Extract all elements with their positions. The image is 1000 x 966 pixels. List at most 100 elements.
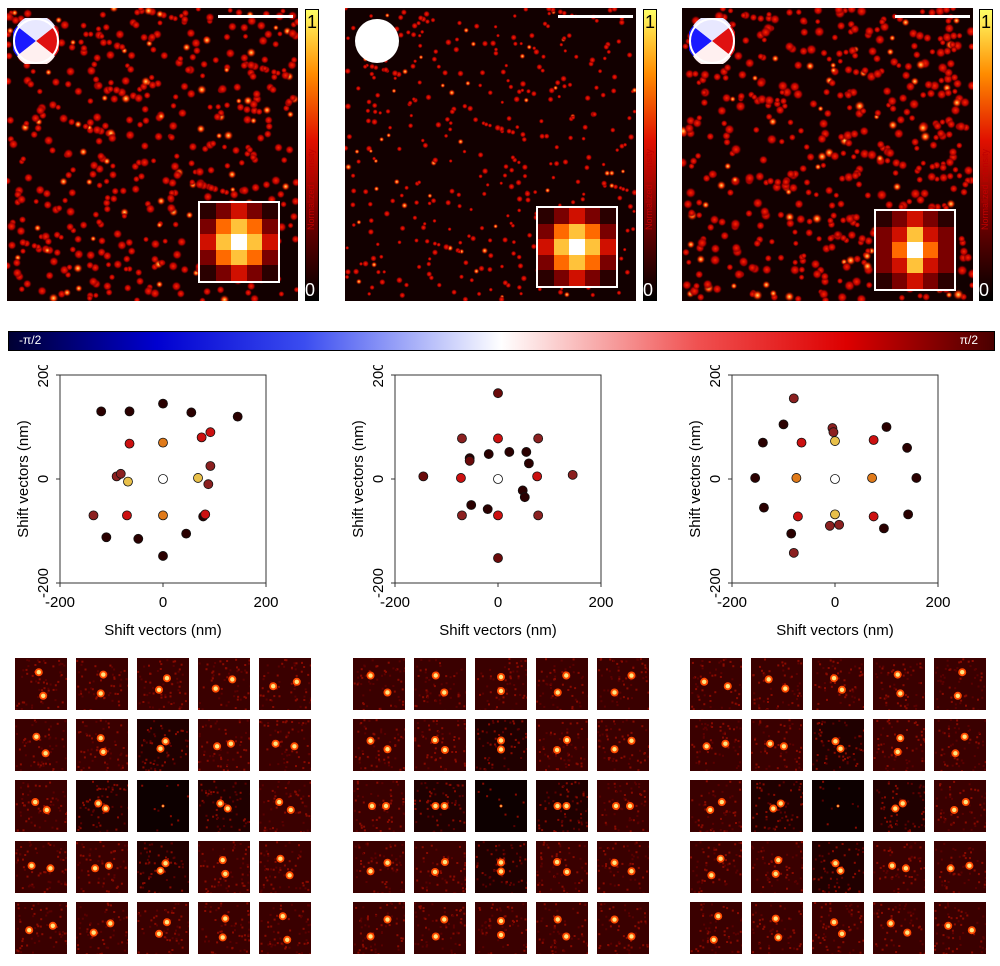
noise-speck	[239, 755, 242, 758]
noise-speck	[360, 674, 363, 677]
emitter-spot	[142, 236, 150, 243]
noise-speck	[373, 890, 376, 893]
noise-speck	[114, 744, 117, 746]
noise-speck	[572, 856, 575, 859]
noise-speck	[20, 945, 23, 947]
noise-speck	[246, 874, 249, 877]
data-point	[523, 458, 534, 469]
emitter-spot	[18, 285, 26, 293]
noise-speck	[463, 924, 466, 927]
emitter-spot	[916, 176, 924, 184]
noise-speck	[56, 722, 59, 725]
emitter-spot	[264, 115, 273, 125]
psf-tile	[198, 902, 251, 956]
noise-speck	[375, 827, 378, 829]
noise-speck	[270, 945, 273, 948]
noise-speck	[110, 684, 113, 687]
noise-speck	[279, 730, 282, 733]
noise-speck	[552, 930, 555, 933]
noise-speck	[613, 813, 616, 816]
emitter-spot	[414, 238, 419, 243]
noise-speck	[47, 689, 50, 692]
psf-lobe-core	[96, 801, 101, 806]
noise-speck	[418, 745, 421, 748]
noise-speck	[386, 820, 389, 823]
noise-speck	[160, 724, 163, 727]
noise-speck	[89, 859, 92, 861]
emitter-spot	[466, 233, 472, 239]
psf-tile	[353, 719, 407, 773]
noise-speck	[553, 669, 556, 672]
emitter-spot	[694, 152, 702, 160]
noise-speck	[434, 793, 437, 796]
noise-speck	[198, 662, 201, 665]
noise-speck	[168, 729, 171, 732]
noise-speck	[585, 942, 588, 945]
noise-speck	[560, 757, 562, 760]
noise-speck	[387, 756, 390, 759]
noise-speck	[380, 932, 383, 934]
noise-speck	[631, 697, 633, 700]
psf-lobe-core	[766, 677, 771, 682]
noise-speck	[777, 664, 780, 667]
noise-speck	[35, 680, 38, 683]
noise-speck	[299, 887, 302, 890]
emitter-spot	[745, 209, 753, 218]
noise-speck	[140, 678, 143, 681]
emitter-spot	[199, 297, 206, 301]
noise-speck	[201, 799, 204, 802]
noise-speck	[402, 919, 405, 922]
emitter-spot	[818, 118, 829, 129]
noise-speck	[718, 661, 721, 664]
noise-speck	[545, 732, 548, 735]
noise-speck	[304, 722, 307, 725]
noise-speck	[561, 933, 564, 936]
emitter-spot	[456, 192, 462, 198]
emitter-spot	[58, 113, 69, 124]
emitter-spot	[478, 174, 483, 179]
noise-speck	[421, 945, 424, 948]
emitter-spot	[827, 242, 837, 252]
noise-speck	[606, 847, 609, 850]
emitter-spot	[170, 161, 180, 172]
noise-speck	[607, 689, 610, 692]
emitter-spot	[487, 252, 494, 259]
emitter-spot	[453, 46, 460, 53]
noise-speck	[457, 693, 460, 696]
noise-speck	[40, 918, 43, 921]
inset-pixel	[231, 203, 248, 220]
noise-speck	[402, 709, 405, 711]
noise-speck	[31, 724, 34, 727]
noise-speck	[28, 659, 31, 662]
noise-speck	[55, 941, 58, 944]
noise-speck	[538, 751, 541, 753]
emitter-spot	[547, 96, 554, 103]
noise-speck	[424, 680, 427, 683]
noise-speck	[356, 670, 359, 673]
noise-speck	[457, 784, 460, 787]
emitter-spot	[566, 32, 573, 39]
noise-speck	[519, 844, 522, 847]
noise-speck	[436, 782, 439, 784]
emitter-spot	[532, 46, 537, 51]
psf-lobe-core	[612, 690, 617, 695]
emitter-spot	[956, 121, 967, 132]
noise-speck	[399, 864, 402, 866]
emitter-spot	[440, 83, 446, 88]
noise-speck	[480, 928, 483, 931]
emitter-spot	[898, 93, 908, 103]
noise-speck	[509, 721, 512, 724]
psf-tile	[76, 658, 130, 712]
emitter-spot	[272, 40, 280, 48]
noise-speck	[122, 747, 125, 749]
emitter-spot	[345, 8, 349, 12]
noise-speck	[501, 875, 504, 878]
noise-speck	[507, 668, 510, 671]
noise-speck	[598, 669, 601, 672]
noise-speck	[509, 671, 512, 674]
noise-speck	[357, 747, 360, 750]
emitter-spot	[293, 17, 298, 27]
noise-speck	[381, 881, 384, 884]
noise-speck	[362, 939, 364, 942]
noise-speck	[632, 720, 635, 723]
